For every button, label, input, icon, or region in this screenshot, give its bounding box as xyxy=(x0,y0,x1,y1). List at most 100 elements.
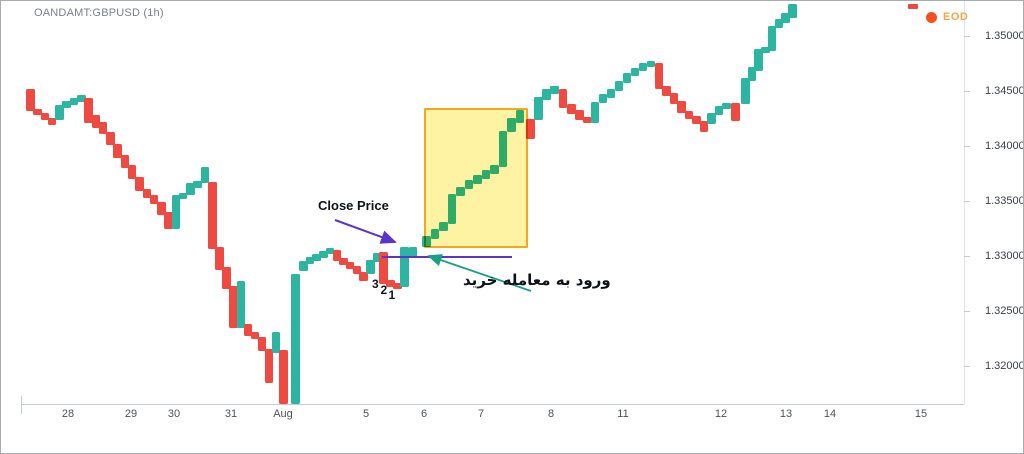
eod-badge[interactable]: EOD xyxy=(926,11,968,23)
price-bar-up xyxy=(319,251,328,258)
y-axis-line[interactable] xyxy=(964,1,965,404)
price-bar-down xyxy=(684,111,693,119)
price-bar-down xyxy=(142,189,151,198)
y-axis-tick-label: 1.33000 xyxy=(985,250,1024,262)
price-bar-down xyxy=(208,182,217,249)
price-bar-up xyxy=(55,105,64,121)
price-bar-down xyxy=(106,132,115,145)
eod-label: EOD xyxy=(943,11,969,23)
price-bar-down xyxy=(669,93,678,104)
price-bar-up xyxy=(408,247,417,258)
x-axis-tick-label: 15 xyxy=(914,408,928,420)
price-bar-up xyxy=(774,19,783,28)
price-bar-down xyxy=(386,280,395,287)
price-bar-down xyxy=(84,98,93,123)
price-bar-down xyxy=(157,202,166,215)
price-bar-down xyxy=(654,63,663,90)
x-axis-tick-label: 13 xyxy=(779,408,793,420)
price-bar-down xyxy=(257,337,266,352)
y-axis-tick-label: 1.32000 xyxy=(985,360,1024,372)
price-bar-down xyxy=(229,286,238,328)
x-axis-left-tick xyxy=(21,396,22,414)
x-axis-tick-label: 28 xyxy=(61,408,75,420)
price-bar-up xyxy=(186,183,195,195)
price-bar-down xyxy=(526,119,535,139)
price-bar-down xyxy=(215,247,224,270)
price-bar-down xyxy=(279,350,288,404)
price-bar-down xyxy=(250,332,259,339)
price-bar-down xyxy=(91,115,100,128)
price-bar-down xyxy=(127,165,137,179)
price-bar-up xyxy=(598,94,607,103)
price-bar-down xyxy=(575,110,584,120)
price-bar-down xyxy=(583,117,592,124)
y-axis-tick-label: 1.35000 xyxy=(985,30,1024,42)
count-label-3: 3 xyxy=(372,277,379,291)
price-bar-up xyxy=(366,260,375,275)
x-axis-tick-label: 8 xyxy=(547,408,555,420)
price-bar-down xyxy=(149,195,159,204)
price-bar-down xyxy=(164,212,173,230)
price-bar-down xyxy=(677,101,686,113)
price-bar-up xyxy=(69,98,79,105)
price-bar-down xyxy=(692,116,701,124)
price-bar-down xyxy=(393,283,402,290)
price-bar-up xyxy=(714,106,723,115)
price-bar-up xyxy=(305,257,315,264)
price-bar-down xyxy=(135,177,144,191)
price-bar-up xyxy=(312,254,321,261)
chart-symbol-title: OANDAMT:GBPUSD (1h) xyxy=(34,7,164,19)
price-bar-up xyxy=(400,247,409,287)
price-bar-up xyxy=(62,101,71,108)
x-axis-tick-label: Aug xyxy=(273,408,293,420)
x-axis-tick-label: 7 xyxy=(477,408,485,420)
y-axis-tick xyxy=(964,311,970,312)
x-axis-tick-label: 30 xyxy=(167,408,181,420)
price-bar-up xyxy=(200,167,210,183)
price-bar-up xyxy=(781,13,790,23)
y-axis-tick xyxy=(964,36,970,37)
x-axis-tick-label: 14 xyxy=(823,408,837,420)
price-bar-down xyxy=(332,250,341,261)
y-axis-tick-label: 1.32500 xyxy=(985,305,1024,317)
price-bar-down xyxy=(222,267,231,289)
x-axis-tick-label: 6 xyxy=(420,408,428,420)
price-bar-up xyxy=(761,47,770,54)
close-price-label: Close Price xyxy=(318,198,389,213)
y-axis-tick xyxy=(964,366,970,367)
count-label-2: 2 xyxy=(380,283,388,297)
price-bar-up xyxy=(767,26,777,51)
price-bar-up xyxy=(707,113,716,124)
price-bar-down xyxy=(359,272,368,281)
price-bar-down xyxy=(98,122,108,134)
price-bar-up xyxy=(630,68,639,76)
price-bar-down xyxy=(352,266,362,274)
price-bar-down xyxy=(113,144,122,158)
price-bar-down xyxy=(558,89,567,108)
price-bar-up xyxy=(788,4,797,18)
price-bar-up xyxy=(550,86,559,94)
price-bar-up xyxy=(542,89,551,100)
price-bar-down xyxy=(379,252,388,284)
price-bar-down xyxy=(662,86,671,96)
x-axis-tick-label: 5 xyxy=(362,408,370,420)
price-bar-up xyxy=(646,61,655,68)
price-bar-up xyxy=(171,195,181,230)
price-bar-up xyxy=(372,253,382,262)
price-bar-down xyxy=(731,103,740,121)
y-axis-tick-label: 1.34500 xyxy=(985,85,1024,97)
x-axis-line xyxy=(21,404,964,405)
price-bar-up xyxy=(236,281,245,329)
price-bar-down xyxy=(339,258,348,265)
price-bar-down xyxy=(345,262,355,269)
last-price-marker xyxy=(908,4,918,9)
x-axis-tick-label: 12 xyxy=(714,408,728,420)
price-bar-up xyxy=(291,274,300,404)
price-bar-up xyxy=(271,332,280,353)
eod-dot-icon xyxy=(926,11,937,23)
price-bar-up xyxy=(614,81,623,91)
price-bar-down xyxy=(26,89,35,111)
price-bar-down xyxy=(120,155,130,168)
